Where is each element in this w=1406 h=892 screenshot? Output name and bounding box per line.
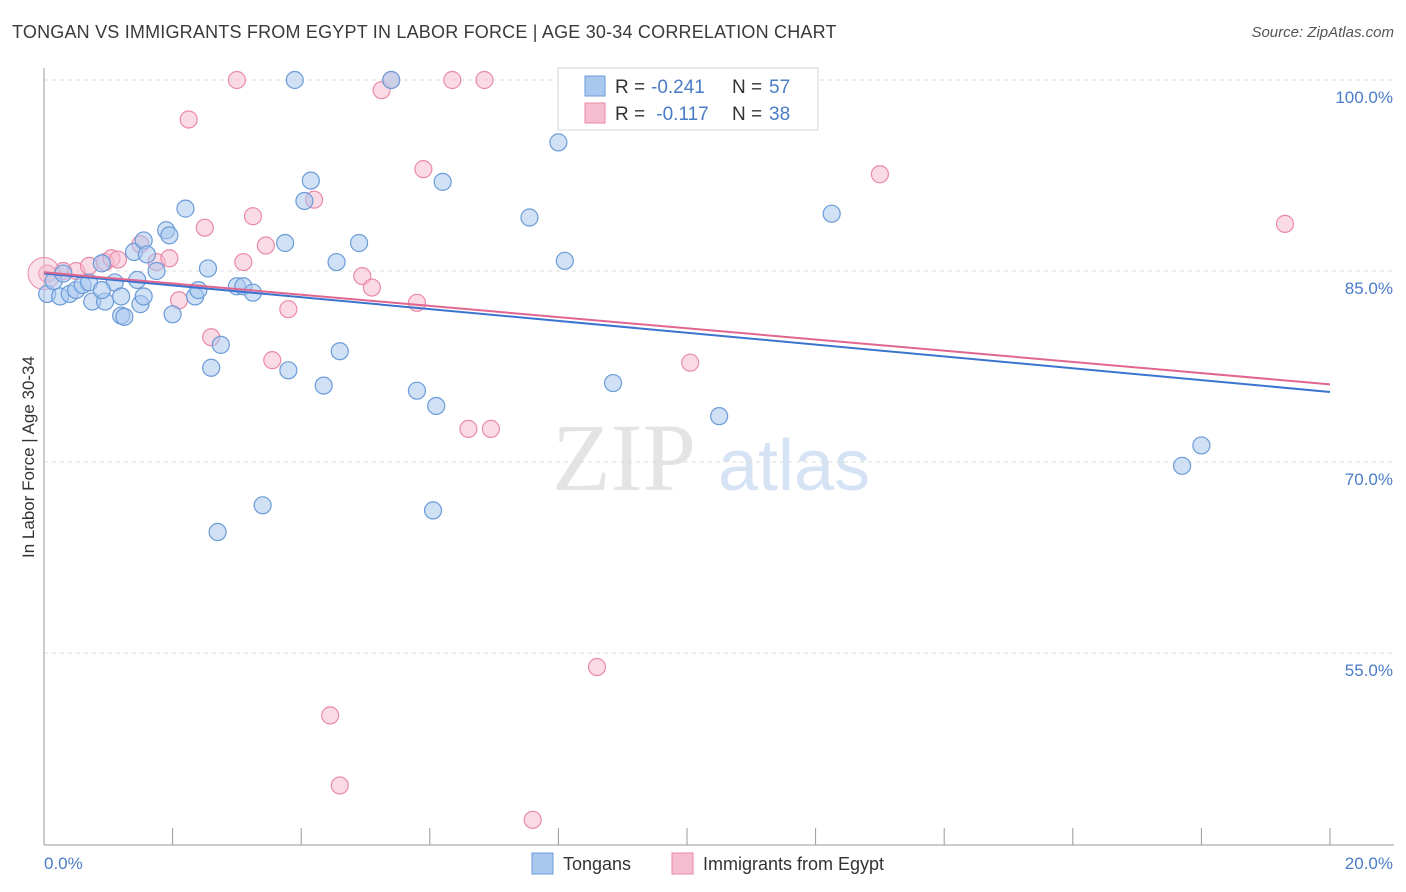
egypt-point-33 xyxy=(523,810,542,829)
tongans-trend-line xyxy=(43,272,1331,393)
tongans-point-58 xyxy=(1192,436,1211,455)
y-axis-label: In Labor Force | Age 30-34 xyxy=(19,356,38,558)
x-tick-label-min: 0.0% xyxy=(44,854,83,873)
tongans-point-57 xyxy=(1173,456,1192,475)
tongans-point-50 xyxy=(433,172,452,191)
tongans-point-39 xyxy=(285,70,304,90)
bottom-legend-label-tongans: Tongans xyxy=(563,854,631,874)
legend-n-value-2: 38 xyxy=(769,104,790,125)
egypt-point-14 xyxy=(227,70,246,90)
egypt-point-31 xyxy=(475,70,494,90)
tongans-point-37 xyxy=(276,233,295,253)
egypt-point-18 xyxy=(263,351,282,370)
tongans-point-48 xyxy=(423,501,443,520)
tongans-point-29 xyxy=(198,259,218,278)
watermark-zip: ZIP xyxy=(552,404,696,511)
correlation-legend: R = -0.241 N = 57 R = -0.117 N = 38 xyxy=(557,67,819,131)
egypt-trend-line xyxy=(43,271,1331,386)
watermark: ZIP atlas xyxy=(552,404,870,511)
tongans-point-49 xyxy=(427,396,446,416)
tongans-point-56 xyxy=(822,204,841,223)
egypt-point-34 xyxy=(587,657,607,677)
bottom-legend-swatch-egypt xyxy=(671,852,694,875)
egypt-point-32 xyxy=(481,419,500,438)
egypt-point-37 xyxy=(1275,214,1295,233)
egypt-point-24 xyxy=(362,278,382,297)
tongans-point-36 xyxy=(253,496,272,515)
y-tick-label-85: 85.0% xyxy=(1345,279,1393,298)
chart-title: TONGAN VS IMMIGRANTS FROM EGYPT IN LABOR… xyxy=(12,22,837,42)
y-tick-label-100: 100.0% xyxy=(1335,88,1393,107)
y-tick-label-70: 70.0% xyxy=(1345,470,1393,489)
legend-n-label-2: N = xyxy=(732,104,762,125)
tongans-point-51 xyxy=(520,208,539,227)
legend-r-value-1: -0.241 xyxy=(651,77,705,98)
tongans-point-55 xyxy=(710,407,729,426)
legend-r-label-2: R = xyxy=(615,104,645,125)
legend-r-value-2: -0.117 xyxy=(651,104,709,125)
y-tick-label-55: 55.0% xyxy=(1345,661,1393,680)
tongans-point-43 xyxy=(327,252,346,272)
x-axis-ticks xyxy=(43,828,1331,845)
tongans-point-46 xyxy=(382,70,401,90)
x-tick-label-max: 20.0% xyxy=(1345,854,1393,873)
egypt-point-28 xyxy=(414,160,433,179)
series-legend: Tongans Immigrants from Egypt xyxy=(531,852,884,875)
tongans-point-38 xyxy=(279,361,298,380)
tongans-point-47 xyxy=(407,381,427,400)
tongans-point-41 xyxy=(301,171,320,190)
egypt-point-19 xyxy=(279,300,298,319)
legend-n-value-1: 57 xyxy=(769,77,790,98)
egypt-point-12 xyxy=(195,218,214,237)
legend-n-label-1: N = xyxy=(732,77,762,98)
tongans-point-31 xyxy=(208,522,227,542)
tongans-point-9 xyxy=(92,254,111,273)
tongans-point-45 xyxy=(349,233,369,253)
tongans-point-20 xyxy=(134,287,153,306)
tongans-point-30 xyxy=(202,358,221,377)
bottom-legend-swatch-tongans xyxy=(531,852,554,875)
watermark-atlas: atlas xyxy=(718,426,870,506)
egypt-point-21 xyxy=(321,706,340,725)
tongans-point-24 xyxy=(160,226,179,245)
tongans-point-42 xyxy=(314,376,333,395)
egypt-point-35 xyxy=(681,353,700,372)
tongans-point-40 xyxy=(295,191,314,211)
y-tick-labels: 55.0% 70.0% 85.0% 100.0% xyxy=(1335,88,1393,680)
tongans-point-52 xyxy=(549,133,568,152)
tongans-point-53 xyxy=(555,251,574,270)
tongans-point-13 xyxy=(92,281,111,300)
egypt-point-9 xyxy=(160,249,179,268)
tongans-point-28 xyxy=(189,281,208,300)
egypt-point-22 xyxy=(330,776,349,795)
legend-swatch-egypt xyxy=(584,102,606,124)
legend-r-label-1: R = xyxy=(615,77,645,98)
tongans-point-21 xyxy=(137,245,156,264)
egypt-point-11 xyxy=(179,110,198,129)
tongans-point-25 xyxy=(163,305,182,324)
tongans-point-22 xyxy=(147,261,166,281)
egypt-point-6 xyxy=(108,250,128,269)
gridlines xyxy=(44,79,1394,654)
tongans-point-12 xyxy=(112,287,131,306)
egypt-point-30 xyxy=(459,419,478,438)
tongans-point-54 xyxy=(603,373,623,393)
tongans-point-15 xyxy=(115,307,134,326)
egypt-point-29 xyxy=(443,70,462,90)
bottom-legend-label-egypt: Immigrants from Egypt xyxy=(703,854,884,874)
tongans-point-32 xyxy=(211,335,230,354)
egypt-point-36 xyxy=(870,165,890,184)
tongans-point-26 xyxy=(176,199,195,218)
egypt-point-15 xyxy=(234,252,253,272)
tongans-point-44 xyxy=(330,342,349,361)
egypt-point-16 xyxy=(243,207,263,226)
egypt-point-17 xyxy=(256,236,275,255)
source-credit: Source: ZipAtlas.com xyxy=(1251,24,1394,41)
legend-swatch-tongans xyxy=(584,75,606,97)
